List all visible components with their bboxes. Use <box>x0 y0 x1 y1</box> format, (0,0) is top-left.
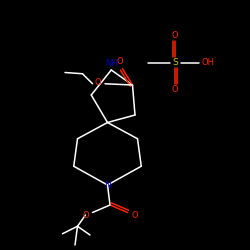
Text: S: S <box>172 58 178 67</box>
Text: O: O <box>95 78 101 87</box>
Text: O: O <box>82 210 89 220</box>
Text: O: O <box>117 57 123 66</box>
Text: OH: OH <box>202 58 214 67</box>
Text: N: N <box>104 180 111 190</box>
Text: NH: NH <box>105 59 118 68</box>
Text: O: O <box>131 210 138 220</box>
Text: O: O <box>172 30 178 40</box>
Text: O: O <box>172 86 178 94</box>
